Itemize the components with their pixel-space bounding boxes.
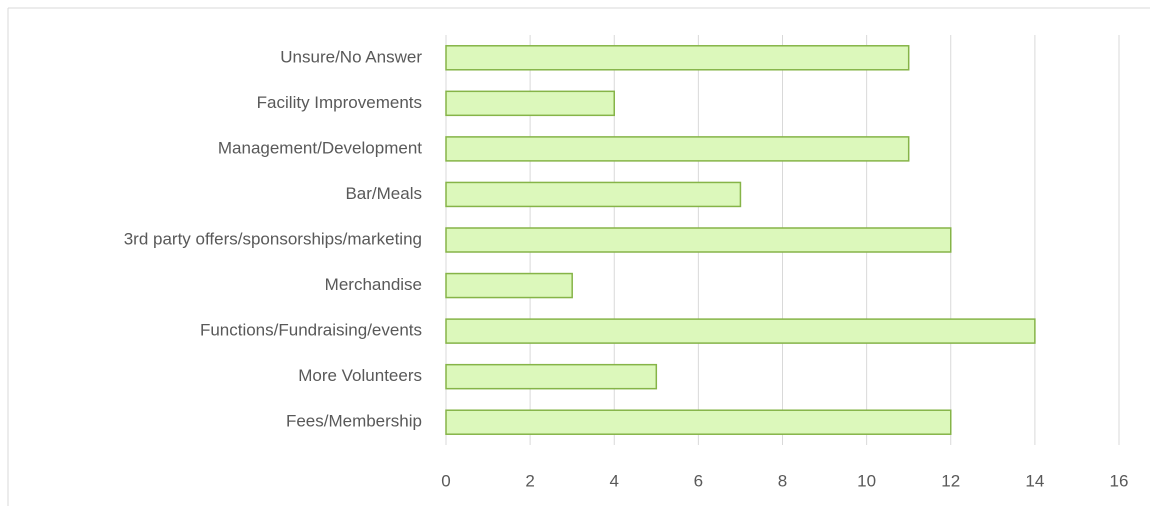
x-tick-label: 0 [441, 471, 450, 490]
y-tick-label: Management/Development [218, 138, 422, 157]
x-tick-label: 10 [857, 471, 876, 490]
x-tick-label: 2 [525, 471, 534, 490]
bar [445, 136, 910, 162]
bar [445, 363, 658, 390]
y-tick-label: Functions/Fundraising/events [200, 321, 422, 340]
bar [445, 90, 615, 117]
y-tick-label: Merchandise [325, 275, 422, 294]
y-tick-label: Facility Improvements [257, 93, 422, 112]
x-tick-label: 4 [610, 471, 619, 490]
x-tick-label: 8 [778, 471, 787, 490]
bar [445, 227, 952, 253]
x-tick-label: 6 [694, 471, 703, 490]
y-tick-label: More Volunteers [298, 366, 422, 385]
y-tick-label: 3rd party offers/sponsorships/marketing [124, 229, 422, 248]
bar [445, 409, 952, 435]
y-tick-label: Bar/Meals [345, 184, 422, 203]
y-tick-label: Unsure/No Answer [280, 47, 422, 66]
y-tick-label: Fees/Membership [286, 412, 422, 431]
x-tick-label: 12 [941, 471, 960, 490]
x-tick-label: 14 [1025, 471, 1044, 490]
bar [445, 181, 742, 208]
bar [445, 45, 910, 71]
bar [445, 318, 1036, 344]
x-tick-label: 16 [1110, 471, 1129, 490]
bar [445, 272, 573, 299]
